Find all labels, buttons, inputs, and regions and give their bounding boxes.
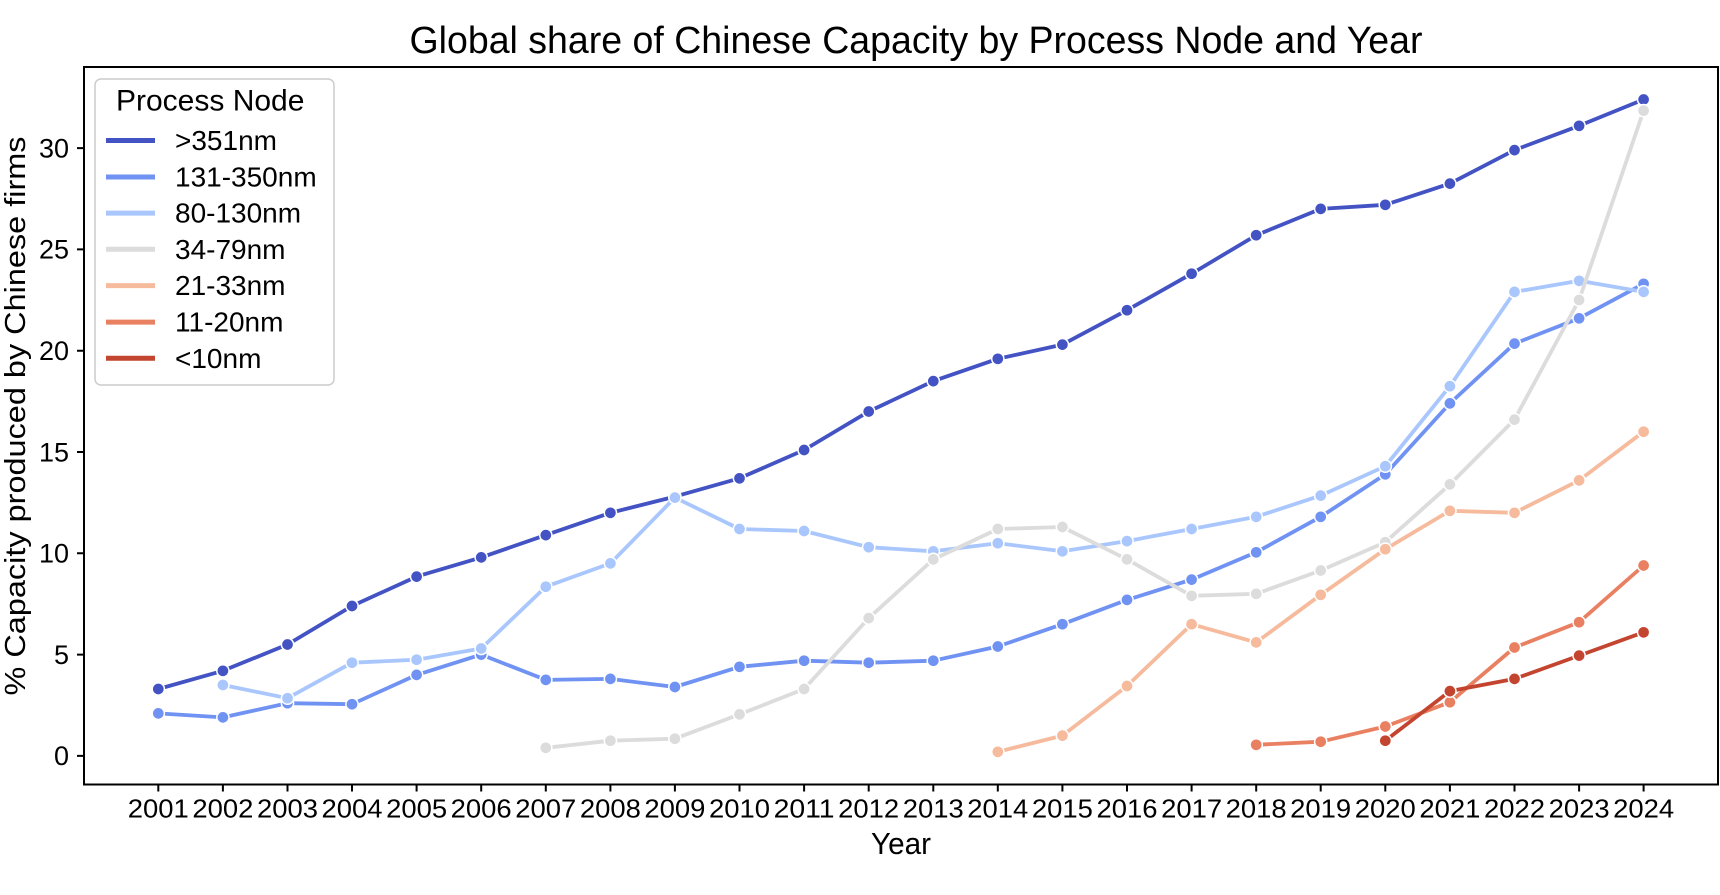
svg-text:2019: 2019 xyxy=(1290,794,1351,824)
svg-text:2008: 2008 xyxy=(580,794,641,824)
svg-text:2014: 2014 xyxy=(967,794,1028,824)
svg-text:2022: 2022 xyxy=(1484,794,1545,824)
svg-text:Global share of Chinese Capaci: Global share of Chinese Capacity by Proc… xyxy=(410,20,1423,62)
svg-text:2016: 2016 xyxy=(1097,794,1158,824)
svg-text:10: 10 xyxy=(39,539,69,569)
svg-text:2004: 2004 xyxy=(322,794,383,824)
svg-text:2007: 2007 xyxy=(515,794,576,824)
svg-text:2001: 2001 xyxy=(128,794,189,824)
svg-text:2013: 2013 xyxy=(903,794,964,824)
svg-text:Year: Year xyxy=(871,826,931,861)
svg-text:<10nm: <10nm xyxy=(175,343,261,374)
svg-text:2011: 2011 xyxy=(774,794,835,824)
svg-text:2015: 2015 xyxy=(1032,794,1093,824)
svg-text:2020: 2020 xyxy=(1355,794,1416,824)
svg-text:2005: 2005 xyxy=(386,794,447,824)
svg-text:2021: 2021 xyxy=(1419,794,1480,824)
svg-text:2002: 2002 xyxy=(192,794,253,824)
svg-text:20: 20 xyxy=(39,336,69,366)
svg-text:2003: 2003 xyxy=(257,794,318,824)
svg-text:5: 5 xyxy=(54,640,69,670)
svg-text:21-33nm: 21-33nm xyxy=(175,270,286,301)
svg-text:15: 15 xyxy=(39,437,69,467)
svg-text:2017: 2017 xyxy=(1161,794,1222,824)
svg-text:80-130nm: 80-130nm xyxy=(175,198,301,229)
svg-text:2010: 2010 xyxy=(709,794,770,824)
svg-text:2018: 2018 xyxy=(1226,794,1287,824)
svg-text:Process Node: Process Node xyxy=(116,85,304,118)
svg-text:>351nm: >351nm xyxy=(175,125,277,156)
svg-text:25: 25 xyxy=(39,235,69,265)
svg-text:30: 30 xyxy=(39,133,69,163)
svg-text:% Capacity produced by Chinese: % Capacity produced by Chinese firms xyxy=(0,137,32,696)
svg-text:2023: 2023 xyxy=(1549,794,1610,824)
svg-text:34-79nm: 34-79nm xyxy=(175,234,286,265)
svg-text:11-20nm: 11-20nm xyxy=(175,307,283,338)
svg-text:2009: 2009 xyxy=(644,794,705,824)
svg-text:2006: 2006 xyxy=(451,794,512,824)
svg-text:2012: 2012 xyxy=(838,794,899,824)
svg-text:2024: 2024 xyxy=(1613,794,1674,824)
svg-text:131-350nm: 131-350nm xyxy=(175,162,317,193)
svg-text:0: 0 xyxy=(54,741,69,771)
